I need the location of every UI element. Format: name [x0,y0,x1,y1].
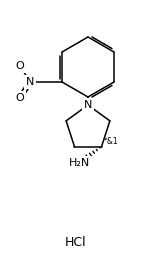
Text: O: O [16,61,24,71]
Text: H₂N: H₂N [69,158,90,168]
Text: N: N [84,100,92,110]
Text: O: O [16,93,24,103]
Text: N: N [26,77,34,87]
Text: *&1: *&1 [104,137,118,146]
Text: HCl: HCl [65,236,87,248]
